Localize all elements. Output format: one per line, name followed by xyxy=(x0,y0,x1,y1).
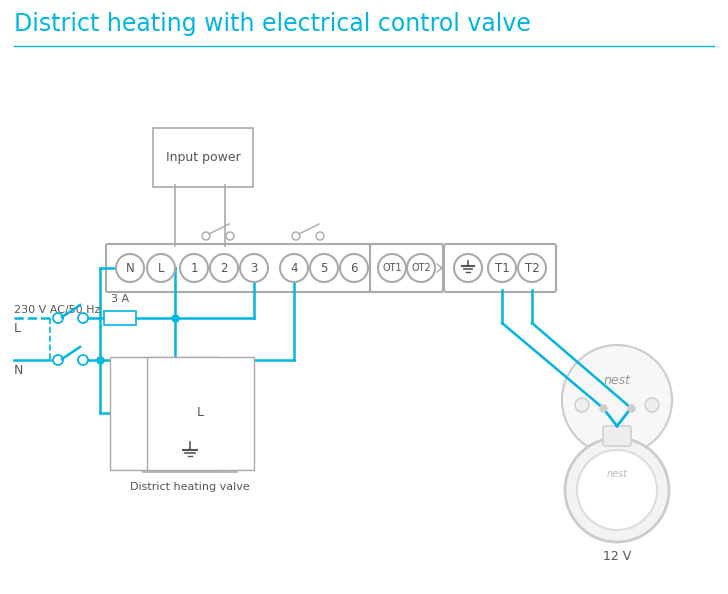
Text: Input power: Input power xyxy=(166,151,240,164)
Circle shape xyxy=(378,254,406,282)
Circle shape xyxy=(78,313,88,323)
FancyBboxPatch shape xyxy=(104,311,136,325)
Text: 12 V: 12 V xyxy=(603,550,631,563)
Text: T1: T1 xyxy=(494,261,510,274)
Text: nest: nest xyxy=(606,469,628,479)
Text: N: N xyxy=(126,261,135,274)
FancyBboxPatch shape xyxy=(153,128,253,187)
Text: District heating valve: District heating valve xyxy=(130,482,250,492)
Text: N: N xyxy=(14,364,23,377)
Circle shape xyxy=(280,254,308,282)
Text: 230 V AC/50 Hz: 230 V AC/50 Hz xyxy=(14,305,100,315)
Circle shape xyxy=(78,355,88,365)
Text: L: L xyxy=(197,406,204,419)
Circle shape xyxy=(340,254,368,282)
Circle shape xyxy=(310,254,338,282)
FancyBboxPatch shape xyxy=(143,393,237,472)
Circle shape xyxy=(240,254,268,282)
Circle shape xyxy=(316,232,324,240)
Text: N: N xyxy=(160,406,170,419)
Circle shape xyxy=(210,254,238,282)
Text: 6: 6 xyxy=(350,261,357,274)
Text: 5: 5 xyxy=(320,261,328,274)
Text: T2: T2 xyxy=(525,261,539,274)
Text: 1: 1 xyxy=(190,261,198,274)
Circle shape xyxy=(565,438,669,542)
Circle shape xyxy=(292,232,300,240)
FancyBboxPatch shape xyxy=(106,244,378,292)
Text: L: L xyxy=(14,322,21,335)
Circle shape xyxy=(53,313,63,323)
Text: 3 A: 3 A xyxy=(111,294,129,304)
FancyBboxPatch shape xyxy=(603,426,631,446)
Text: nest: nest xyxy=(604,374,630,387)
Text: 3: 3 xyxy=(250,261,258,274)
Circle shape xyxy=(518,254,546,282)
Circle shape xyxy=(116,254,144,282)
Text: District heating with electrical control valve: District heating with electrical control… xyxy=(14,12,531,36)
Text: 4: 4 xyxy=(290,261,298,274)
Text: L: L xyxy=(158,261,165,274)
Circle shape xyxy=(202,232,210,240)
Circle shape xyxy=(147,254,175,282)
Text: 2: 2 xyxy=(221,261,228,274)
Circle shape xyxy=(577,450,657,530)
FancyBboxPatch shape xyxy=(370,244,443,292)
Text: OT2: OT2 xyxy=(411,263,431,273)
Circle shape xyxy=(407,254,435,282)
Circle shape xyxy=(575,398,589,412)
Circle shape xyxy=(180,254,208,282)
Circle shape xyxy=(454,254,482,282)
Circle shape xyxy=(645,398,659,412)
Circle shape xyxy=(53,355,63,365)
Text: OT1: OT1 xyxy=(382,263,402,273)
Circle shape xyxy=(488,254,516,282)
Circle shape xyxy=(226,232,234,240)
Circle shape xyxy=(562,345,672,455)
FancyBboxPatch shape xyxy=(444,244,556,292)
